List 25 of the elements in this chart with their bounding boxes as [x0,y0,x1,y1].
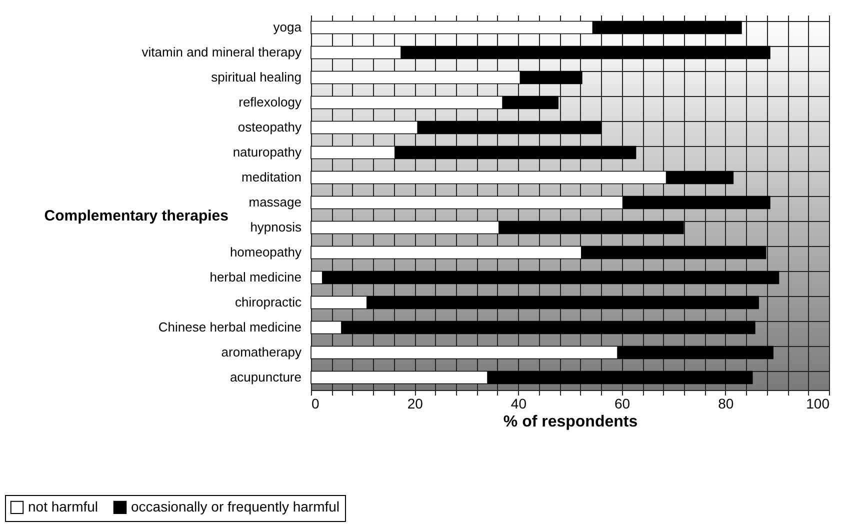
y-tick-label: osteopathy [238,120,302,134]
x-axis-title: % of respondents [503,414,638,430]
y-tick-label: homeopathy [230,244,302,260]
legend-label: not harmful [28,498,98,514]
x-tick-label: 20 [407,396,424,412]
legend-label: occasionally or frequently harmful [131,498,340,514]
y-tick-label: Chinese herbal medicine [158,320,302,334]
y-tick-label: vitamin and mineral therapy [142,44,302,60]
y-tick-label: aromatherapy [221,344,302,360]
y-axis-title: Complementary therapies [44,208,228,224]
y-tick-label: naturopathy [232,144,302,160]
y-tick-label: reflexology [238,94,302,110]
y-tick-label: herbal medicine [210,270,302,284]
x-tick-label: 80 [718,396,734,412]
y-tick-label: chiropractic [235,294,302,310]
y-tick-label: hypnosis [250,220,302,234]
x-tick-label: 40 [510,396,527,412]
y-tick-label: massage [248,194,302,210]
y-tick-label: yoga [273,20,302,34]
y-tick-label: meditation [242,170,302,184]
y-tick-label: spiritual healing [211,70,302,84]
x-tick-label: 0 [312,396,320,412]
x-tick-label: 100 [806,396,830,412]
y-tick-label: acupuncture [230,370,302,384]
x-tick-label: 60 [614,396,630,412]
